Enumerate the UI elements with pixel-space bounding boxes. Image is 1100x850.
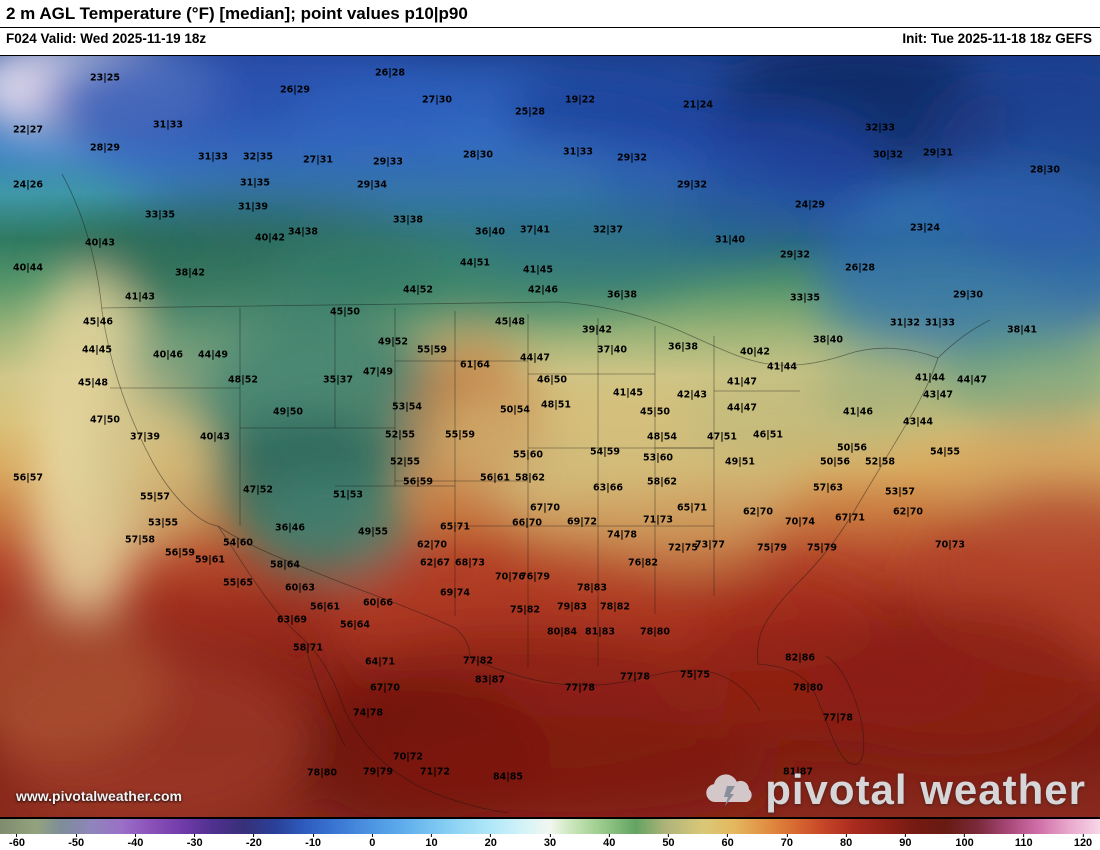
brand-watermark: pivotal weather — [701, 766, 1086, 814]
colorbar-tick: 80 — [840, 834, 852, 849]
colorbar-tick: -10 — [305, 834, 321, 849]
colorbar-tick: 110 — [1015, 834, 1033, 849]
init-time: Init: Tue 2025-11-18 18z GEFS — [902, 31, 1092, 46]
colorbar-tick: 90 — [899, 834, 911, 849]
colorbar-tick: 10 — [425, 834, 438, 849]
colorbar-tick: 50 — [662, 834, 675, 849]
valid-time: F024 Valid: Wed 2025-11-19 18z — [6, 31, 207, 46]
state-borders — [61, 173, 991, 814]
colorbar-tick: -20 — [246, 834, 262, 849]
colorbar-tick: -30 — [187, 834, 203, 849]
colorbar-tick: 120 — [1074, 834, 1092, 849]
header: 2 m AGL Temperature (°F) [median]; point… — [0, 0, 1100, 55]
header-subrow: F024 Valid: Wed 2025-11-19 18z Init: Tue… — [0, 28, 1100, 48]
colorbar-tick: -50 — [68, 834, 84, 849]
colorbar-tick: 60 — [722, 834, 734, 849]
brand-text: pivotal weather — [765, 766, 1086, 813]
temperature-blobs — [0, 56, 1100, 817]
colorbar-gradient — [0, 818, 1100, 834]
colorbar-tick: 100 — [955, 834, 974, 849]
temperature-field — [0, 56, 1100, 817]
colorbar: -60 -50 -40 -30 -20 -10 0 10 20 30 40 50 60 70 80 90 100… — [0, 818, 1100, 850]
colorbar-tick: -60 — [9, 834, 25, 849]
colorbar-tick: 40 — [603, 834, 615, 849]
colorbar-ticks: -60 -50 -40 -30 -20 -10 0 10 20 30 40 50 60 70 80 90 100… — [0, 834, 1100, 850]
colorbar-tick: -40 — [127, 834, 143, 849]
cloud-icon — [706, 774, 752, 806]
watermark-url: www.pivotalweather.com — [16, 788, 182, 804]
temperature-map — [0, 55, 1100, 818]
map-title: 2 m AGL Temperature (°F) [median]; point… — [0, 0, 1100, 28]
colorbar-tick: 0 — [369, 834, 375, 849]
colorbar-tick: 70 — [781, 834, 793, 849]
colorbar-tick: 20 — [485, 834, 497, 849]
colorbar-tick: 30 — [544, 834, 556, 849]
